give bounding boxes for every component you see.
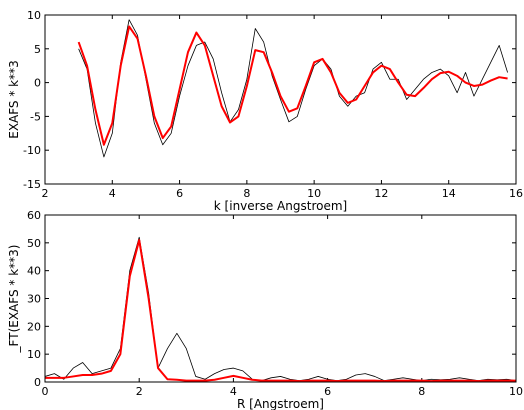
y-tick-label: 50 — [27, 237, 41, 250]
y-axis-label: _FT(EXAFS * k**3) — [7, 245, 21, 354]
data-line — [45, 239, 516, 383]
y-tick-label: -10 — [23, 144, 41, 157]
y-tick-label: 10 — [27, 9, 41, 22]
y-axis-label: EXAFS * k**3 — [7, 60, 21, 139]
plot-frame — [44, 214, 517, 383]
x-tick-label: 10 — [307, 187, 321, 200]
x-tick-label: 4 — [109, 187, 116, 200]
data-line — [44, 236, 517, 382]
x-tick-label: 2 — [42, 187, 49, 200]
x-tick-label: 0 — [42, 385, 49, 398]
x-tick-label: 6 — [176, 187, 183, 200]
x-tick-label: 6 — [324, 385, 331, 398]
x-tick-label: 10 — [509, 385, 523, 398]
y-tick-label: 0 — [34, 77, 41, 90]
x-axis-label: R [Angstroem] — [237, 397, 324, 410]
x-tick-label: 12 — [374, 187, 388, 200]
x-tick-label: 8 — [418, 385, 425, 398]
y-tick-label: 40 — [27, 265, 41, 278]
x-axis-label: k [inverse Angstroem] — [214, 199, 347, 213]
y-tick-label: 60 — [27, 209, 41, 222]
y-tick-label: 30 — [27, 293, 41, 306]
data-line — [78, 19, 508, 158]
x-tick-label: 8 — [243, 187, 250, 200]
y-tick-label: -15 — [23, 178, 41, 191]
y-tick-label: 10 — [27, 348, 41, 361]
data-line — [77, 25, 508, 146]
y-tick-label: -5 — [30, 110, 41, 123]
y-tick-label: 0 — [34, 376, 41, 389]
y-tick-label: 20 — [27, 320, 41, 333]
y-tick-label: 5 — [34, 43, 41, 56]
plot-frame — [44, 14, 517, 185]
x-tick-label: 4 — [230, 385, 237, 398]
x-tick-label: 14 — [442, 187, 456, 200]
x-tick-label: 2 — [136, 385, 143, 398]
x-tick-label: 16 — [509, 187, 523, 200]
